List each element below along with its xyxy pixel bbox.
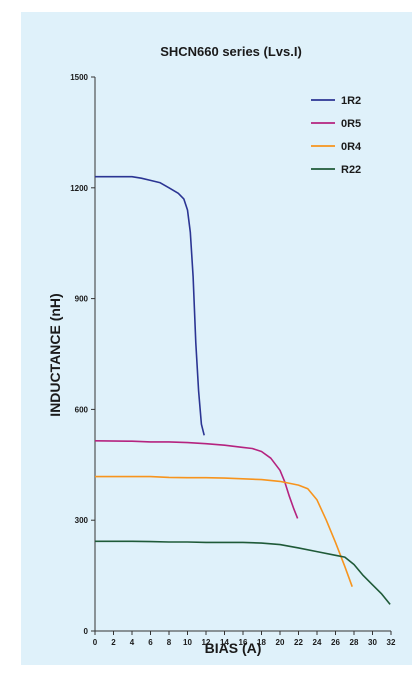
x-tick-label: 2 [111, 638, 116, 647]
x-tick-label: 6 [148, 638, 153, 647]
series-line-0r5 [94, 440, 299, 519]
x-tick-label: 26 [331, 638, 340, 647]
y-tick-label: 1500 [70, 73, 88, 82]
legend-label-r22: R22 [341, 164, 361, 176]
x-tick-label: 20 [276, 638, 285, 647]
y-axis-label: INDUCTANCE (nH) [47, 293, 63, 416]
y-tick-label: 600 [75, 405, 89, 414]
y-tick-label: 900 [75, 295, 89, 304]
legend-label-0r4: 0R4 [341, 141, 362, 153]
x-tick-label: 14 [220, 638, 229, 647]
x-tick-label: 24 [313, 638, 322, 647]
legend-label-0r5: 0R5 [341, 118, 361, 130]
y-tick-label: 1200 [70, 184, 88, 193]
legend-label-1r2: 1R2 [341, 95, 361, 107]
x-tick-label: 32 [387, 638, 396, 647]
legend: 1R2 0R5 0R4 R22 [311, 95, 362, 176]
x-axis-label: BIAS (A) [205, 640, 262, 656]
x-tick-label: 8 [167, 638, 172, 647]
x-tick-label: 22 [294, 638, 303, 647]
x-tick-label: 18 [257, 638, 266, 647]
x-tick-label: 16 [239, 638, 248, 647]
x-tick-label: 28 [350, 638, 359, 647]
plot-area [94, 175, 391, 605]
y-tick-label: 0 [84, 627, 89, 636]
chart-panel: SHCN660 series (Lvs.I) INDUCTANCE (nH) B… [21, 12, 412, 665]
chart-title: SHCN660 series (Lvs.I) [160, 44, 302, 59]
x-tick-label: 10 [183, 638, 192, 647]
series-line-1r2 [95, 175, 205, 436]
x-tick-label: 12 [202, 638, 211, 647]
line-chart: SHCN660 series (Lvs.I) INDUCTANCE (nH) B… [47, 44, 396, 656]
series-line-0r4 [95, 475, 353, 587]
series-line-r22 [95, 540, 391, 605]
x-tick-label: 30 [368, 638, 377, 647]
x-tick-label: 4 [130, 638, 135, 647]
y-tick-label: 300 [75, 516, 89, 525]
x-tick-label: 0 [93, 638, 98, 647]
